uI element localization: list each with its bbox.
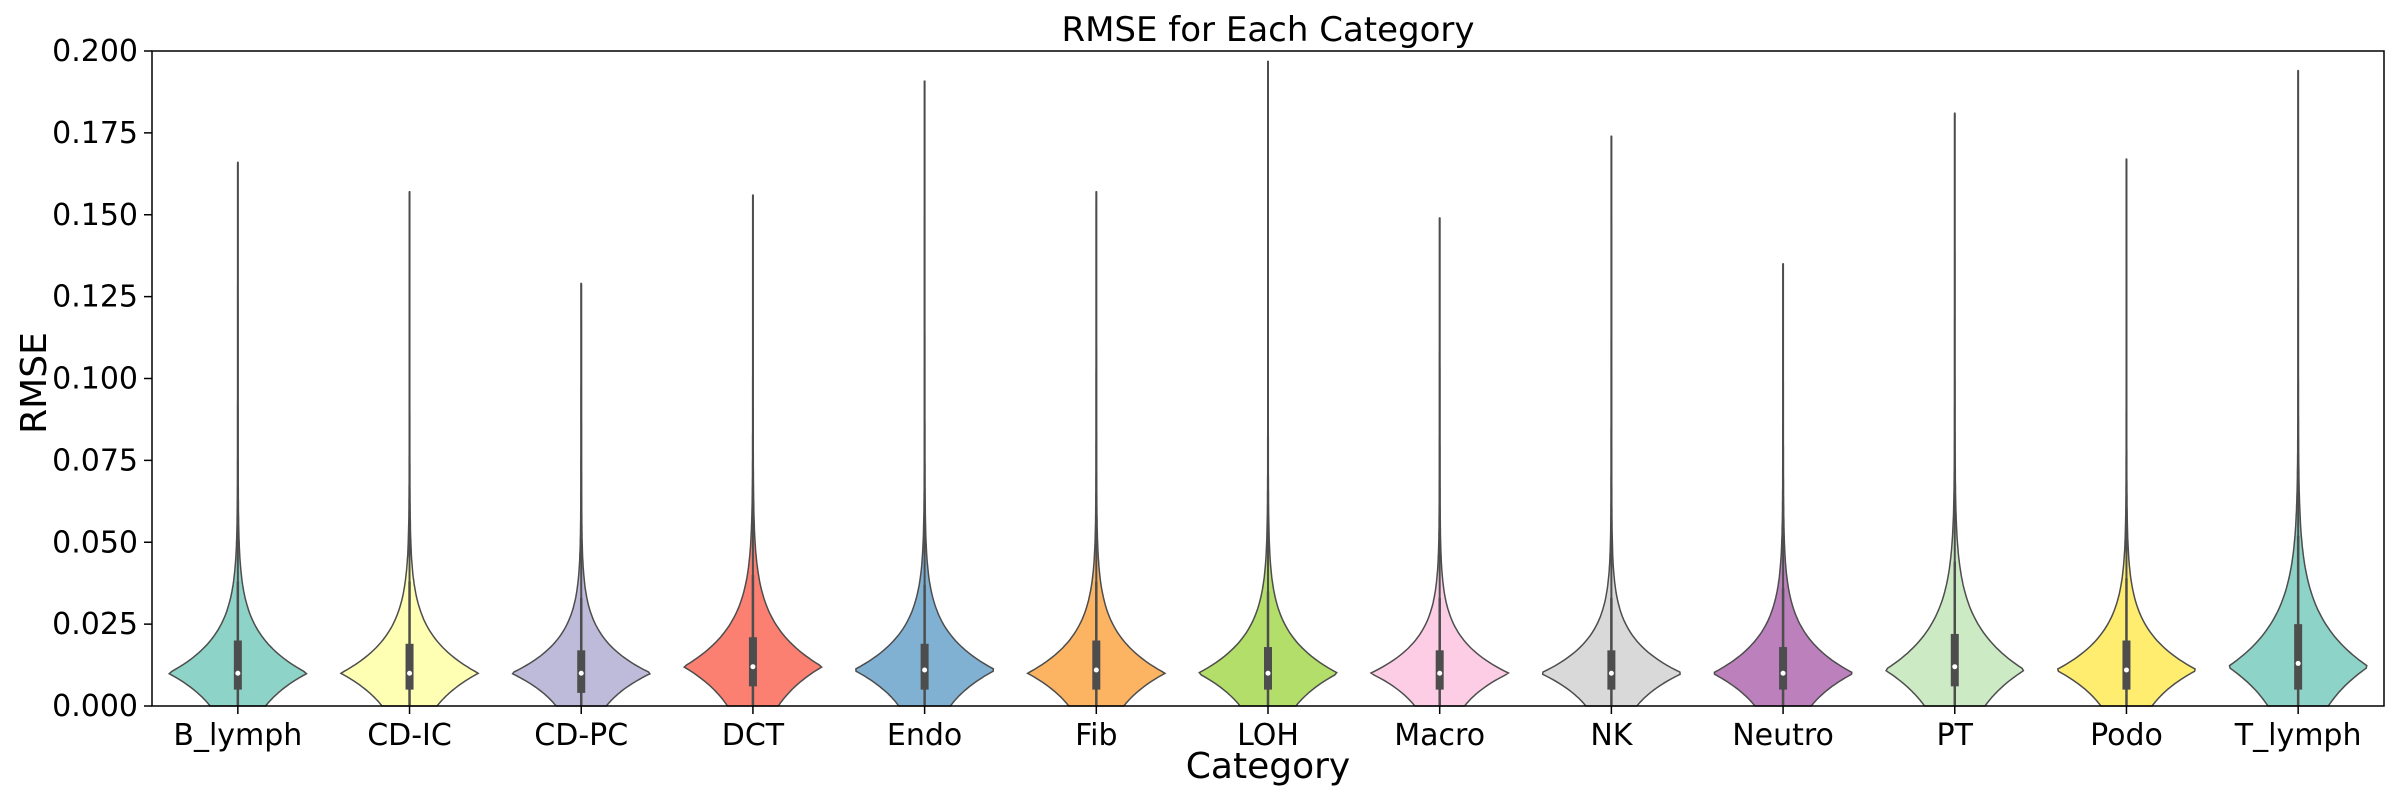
violin-iqr-box xyxy=(1435,650,1444,690)
violin-iqr-box xyxy=(2294,624,2303,690)
chart-title: RMSE for Each Category xyxy=(1061,10,1474,50)
violin-median xyxy=(235,670,241,676)
y-tick-label: 0.200 xyxy=(52,34,138,69)
x-tick-label: Endo xyxy=(887,718,962,753)
violin-median xyxy=(922,667,928,673)
y-tick-label: 0.125 xyxy=(52,280,138,315)
x-axis-title: Category xyxy=(1186,746,1350,787)
y-tick-label: 0.075 xyxy=(52,443,138,478)
violin-median xyxy=(1952,664,1958,670)
violin-iqr-box xyxy=(748,637,757,687)
y-tick-label: 0.150 xyxy=(52,198,138,233)
y-axis: 0.000 0.025 0.050 0.075 0.100 0.125 0.150 0.175… xyxy=(52,34,152,724)
violin-median xyxy=(2123,667,2129,673)
violin-median xyxy=(1265,670,1271,676)
x-tick-label: DCT xyxy=(722,718,785,753)
x-tick-label: Podo xyxy=(2090,718,2163,753)
violin-median xyxy=(1437,670,1443,676)
x-tick-label: Fib xyxy=(1075,718,1117,753)
x-tick-label: B_lymph xyxy=(173,718,302,753)
x-tick-label: LOH xyxy=(1237,718,1299,753)
violin-iqr-box xyxy=(1607,650,1616,690)
y-tick-label: 0.100 xyxy=(52,362,138,397)
violin-iqr-box xyxy=(1264,647,1272,690)
violin-iqr-box xyxy=(2122,640,2131,690)
x-tick-label: PT xyxy=(1937,718,1974,753)
violin-median xyxy=(2295,660,2301,666)
x-axis: B_lymph CD-IC CD-PC DCT Endo Fib LOH Macro NK Neu… xyxy=(173,706,2362,753)
x-tick-label: NK xyxy=(1590,718,1633,753)
violin-iqr-box xyxy=(405,643,414,690)
violin-median xyxy=(1780,670,1786,676)
x-tick-label: CD-PC xyxy=(534,718,628,753)
violin-iqr-box xyxy=(1092,640,1101,690)
violin-iqr-box xyxy=(920,643,929,690)
x-tick-label: T_lymph xyxy=(2234,718,2362,753)
x-tick-label: Neutro xyxy=(1732,718,1834,753)
violin-median xyxy=(750,664,756,670)
violin-median xyxy=(407,670,413,676)
y-tick-label: 0.050 xyxy=(52,525,138,560)
x-tick-label: CD-IC xyxy=(367,718,452,753)
violin-iqr-box xyxy=(1950,633,1959,687)
y-tick-label: 0.175 xyxy=(52,116,138,151)
violin-median xyxy=(1093,667,1099,673)
y-axis-title: RMSE xyxy=(14,332,55,434)
violin-iqr-box xyxy=(1779,647,1788,690)
y-tick-label: 0.025 xyxy=(52,607,138,642)
y-tick-label: 0.000 xyxy=(52,689,138,724)
violin-group xyxy=(167,60,2368,707)
violin-median xyxy=(1608,670,1614,676)
violin-median xyxy=(578,670,584,676)
violin-iqr-box xyxy=(233,640,242,690)
x-tick-label: Macro xyxy=(1394,718,1485,753)
